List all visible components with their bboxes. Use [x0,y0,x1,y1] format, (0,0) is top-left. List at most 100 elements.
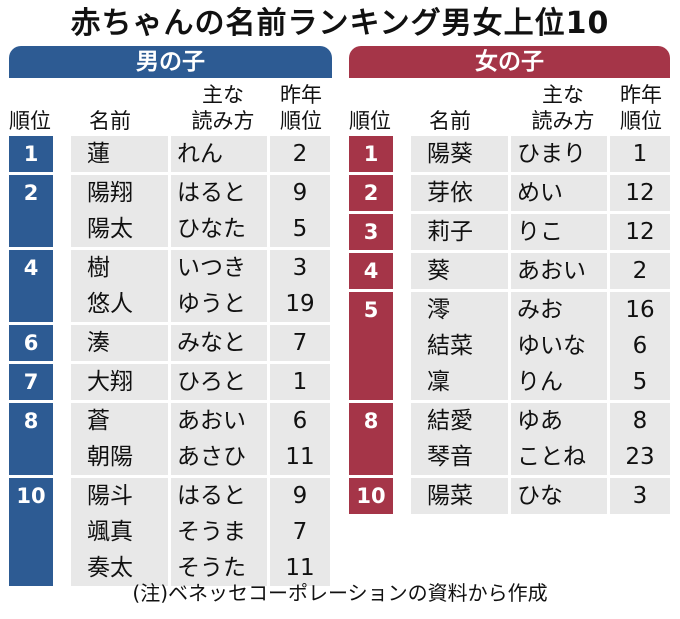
header-rank: 順位 [349,109,391,133]
table-row: 琴音 ことね 23 [349,439,670,475]
boys-panel: 男の子 順位 名前 主な 読み方 昨年 順位 1 蓮れん 2 2 陽翔 はると 9 陽太 ひなた 5 4… [9,46,332,586]
previous-rank: 11 [270,439,330,475]
table-row: 奏太 そうた 11 [9,550,332,586]
rank-group: 10 陽菜 ひな 3 [349,475,670,514]
table-row: 大翔 ひろと 1 [9,364,332,400]
baby-name: 琴音 [411,439,511,475]
rank-number: 4 [9,250,53,322]
table-row: 葵あおい 2 [349,253,670,289]
previous-rank: 1 [270,364,330,400]
rank-gap [393,403,411,475]
name-reading: ひまり [511,136,610,172]
name-reading: ゆあ [511,403,610,439]
rank-number: 2 [9,175,53,247]
previous-rank: 6 [270,403,330,439]
rank-gap [53,478,71,586]
previous-rank: 1 [610,136,670,172]
previous-rank: 7 [270,325,330,361]
rank-group: 4 葵あおい 2 [349,250,670,289]
boys-ranking-table: 1 蓮れん 2 2 陽翔 はると 9 陽太 ひなた 5 4 樹いつき 3 悠人 ゆうと 19 6 湊みなと 7 7 大翔… [9,136,332,586]
rank-gap [393,136,411,172]
previous-rank: 2 [610,253,670,289]
name-reading: あおい [171,403,270,439]
name-reading: ことね [511,439,610,475]
name-reading: いつき [171,250,270,286]
table-row: 蒼あおい 6 [9,403,332,439]
rank-number: 7 [9,364,53,400]
table-row: 凜りん 5 [349,364,670,400]
girls-ranking-table: 1 陽葵 ひまり 1 2 芽依 めい 12 3 莉子 りこ 12 4 葵あおい 2 5 澪みお 16 結菜 ゆいな 6 凜… [349,136,670,514]
rank-gap [393,175,411,211]
baby-name: 芽依 [411,175,511,211]
name-reading: ひなた [171,211,270,247]
header-name: 名前 [429,109,471,133]
header-prev-line1: 昨年 [620,83,662,107]
rank-number: 3 [349,214,393,250]
previous-rank: 3 [270,250,330,286]
rank-number: 5 [349,292,393,400]
name-reading: あおい [511,253,610,289]
header-prev-line1: 昨年 [280,83,322,107]
rank-number: 4 [349,253,393,289]
table-row: 芽依 めい 12 [349,175,670,211]
baby-name: 凜 [411,364,511,400]
previous-rank: 19 [270,286,330,322]
rank-gap [53,364,71,400]
table-row: 澪みお 16 [349,292,670,328]
rank-gap [393,292,411,400]
baby-name: 陽菜 [411,478,511,514]
table-row: 陽太 ひなた 5 [9,211,332,247]
rank-group: 1 陽葵 ひまり 1 [349,136,670,172]
previous-rank: 12 [610,214,670,250]
rank-group: 7 大翔 ひろと 1 [9,361,332,400]
previous-rank: 16 [610,292,670,328]
table-row: 結愛 ゆあ 8 [349,403,670,439]
baby-name: 莉子 [411,214,511,250]
baby-name: 結愛 [411,403,511,439]
rank-gap [393,214,411,250]
rank-group: 4 樹いつき 3 悠人 ゆうと 19 [9,247,332,322]
girls-column-headers: 順位 名前 主な 読み方 昨年 順位 [349,78,670,136]
baby-name: 蓮 [71,136,171,172]
baby-name: 颯真 [71,514,171,550]
name-reading: れん [171,136,270,172]
name-reading: ゆいな [511,328,610,364]
rank-gap [53,403,71,475]
table-row: 陽斗 はると 9 [9,478,332,514]
rank-group: 8 結愛 ゆあ 8 琴音 ことね 23 [349,400,670,475]
baby-name: 陽太 [71,211,171,247]
rank-gap [53,175,71,247]
previous-rank: 6 [610,328,670,364]
name-reading: ひな [511,478,610,514]
table-row: 樹いつき 3 [9,250,332,286]
table-row: 陽翔 はると 9 [9,175,332,211]
boys-column-headers: 順位 名前 主な 読み方 昨年 順位 [9,78,332,136]
baby-name: 朝陽 [71,439,171,475]
page-title: 赤ちゃんの名前ランキング男女上位10 [70,6,610,41]
header-reading-line1: 主な [542,83,584,107]
rank-number: 6 [9,325,53,361]
table-row: 蓮れん 2 [9,136,332,172]
source-note: (注)ベネッセコーポレーションの資料から作成 [132,581,548,605]
rank-group: 8 蒼あおい 6 朝陽 あさひ 11 [9,400,332,475]
previous-rank: 7 [270,514,330,550]
boys-banner: 男の子 [9,46,332,78]
table-row: 颯真 そうま 7 [9,514,332,550]
table-row: 陽葵 ひまり 1 [349,136,670,172]
rank-group: 1 蓮れん 2 [9,136,332,172]
header-reading: 主な 読み方 [177,82,269,134]
previous-rank: 9 [270,175,330,211]
baby-name: 奏太 [71,550,171,586]
header-reading-line1: 主な [202,83,244,107]
rank-number: 8 [349,403,393,475]
previous-rank: 12 [610,175,670,211]
rank-gap [53,136,71,172]
girls-panel: 女の子 順位 名前 主な 読み方 昨年 順位 1 陽葵 ひまり 1 2 芽依 めい 12 3 莉子 りこ… [349,46,670,514]
table-row: 陽菜 ひな 3 [349,478,670,514]
name-reading: ひろと [171,364,270,400]
baby-name: 結菜 [411,328,511,364]
rank-number: 10 [9,478,53,586]
name-reading: りこ [511,214,610,250]
name-reading: はると [171,175,270,211]
rank-group: 3 莉子 りこ 12 [349,211,670,250]
